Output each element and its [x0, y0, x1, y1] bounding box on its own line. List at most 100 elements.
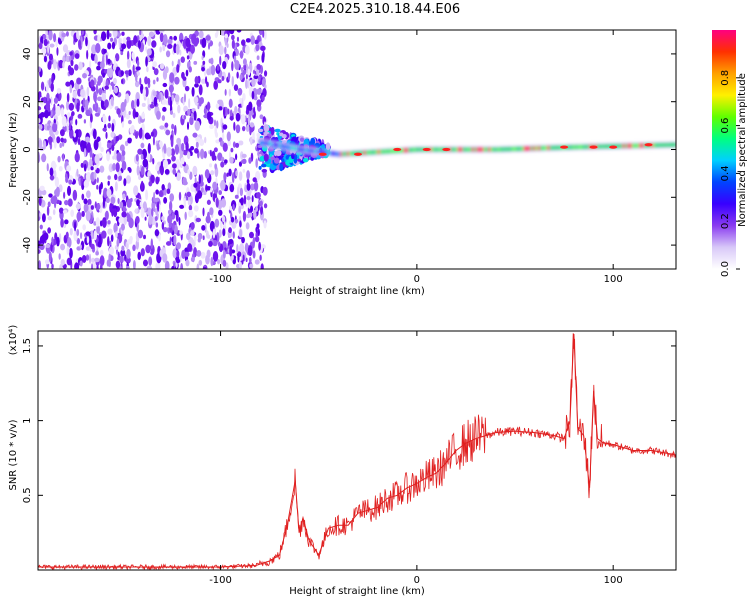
spectrogram-cell: [66, 123, 69, 133]
spectrogram-cell: [110, 131, 115, 138]
spectrogram-cell: [242, 210, 247, 222]
spectrogram-cell: [137, 40, 142, 49]
spectrogram-cell: [161, 221, 165, 230]
spectrogram-cell: [189, 171, 193, 181]
spectrogram-cell: [239, 74, 243, 81]
spectrogram-cell: [107, 180, 110, 186]
ridge-core: [269, 142, 272, 147]
spectrogram-cell: [52, 209, 56, 216]
y-tick-label: -20: [22, 189, 33, 205]
spectrogram-cell: [78, 129, 82, 139]
spectrogram-cell: [245, 222, 250, 230]
spectrogram-cell: [195, 217, 202, 223]
spectrogram-cell: [214, 163, 218, 170]
spectrogram-cell: [111, 144, 115, 152]
spectrogram-cell: [191, 33, 197, 45]
spectrogram-cell: [119, 144, 125, 152]
spectrogram-cell: [94, 201, 97, 209]
spectrogram-cell: [152, 90, 157, 97]
spectrogram-cell: [260, 263, 264, 269]
spectrogram-cell: [176, 172, 181, 181]
spectrogram-cell: [67, 185, 72, 196]
spectrogram-cell: [233, 256, 236, 262]
spectrogram-cell: [123, 178, 127, 187]
spectrogram-cell: [217, 258, 221, 265]
spectrogram-cell: [107, 58, 111, 65]
ridge-core: [632, 143, 635, 148]
ridge-peak: [560, 145, 569, 149]
spectrogram-cell: [263, 203, 268, 209]
spectrogram-cell: [124, 140, 129, 147]
colorbar-tick-label: 0.0: [720, 261, 731, 277]
spectrogram-cell: [53, 59, 57, 70]
spectrogram-cell: [59, 263, 63, 269]
spectrogram-cell: [186, 151, 191, 160]
spectrogram-cell: [256, 132, 261, 138]
ridge-core: [643, 143, 647, 148]
spectrogram-cell: [145, 56, 148, 67]
spectrogram-cell: [297, 158, 302, 162]
spectrogram-cell: [102, 72, 106, 78]
ridge-core: [438, 147, 442, 152]
spectrogram-cell: [69, 51, 73, 56]
ridge-core: [285, 145, 288, 150]
spectrogram-cell: [175, 258, 181, 264]
spectrogram-cell: [195, 136, 201, 143]
spectrogram-cell: [229, 245, 233, 257]
spectrogram-cell: [182, 76, 187, 81]
spectrogram-cell: [261, 78, 266, 86]
spectrogram-cell: [96, 65, 101, 71]
spectrogram-cell: [48, 251, 52, 263]
spectrogram-cell: [48, 30, 53, 41]
ridge-core: [547, 145, 550, 150]
spectrogram-cell: [108, 115, 111, 122]
spectrogram-cell: [189, 151, 193, 157]
spectrogram-cell: [181, 157, 185, 165]
spectrogram-cell: [116, 108, 121, 115]
spectrogram-cell: [75, 118, 78, 126]
spectrogram-cell: [236, 30, 242, 33]
spectrogram-cell: [93, 230, 98, 241]
ridge-core: [481, 147, 484, 152]
spectrogram-cell: [120, 223, 125, 231]
spectrogram-cell: [255, 206, 259, 212]
spectrogram-cell: [134, 208, 138, 214]
spectrogram-cell: [142, 259, 149, 267]
spectrogram-cell: [190, 44, 195, 54]
spectrogram-cell: [222, 259, 227, 267]
spectrogram-cell: [152, 61, 158, 68]
spectrogram-cell: [92, 262, 97, 269]
spectrogram-cell: [138, 204, 141, 210]
spectrogram-cell: [238, 243, 245, 255]
spectrogram-cell: [112, 30, 118, 38]
spectrogram-cell: [93, 30, 97, 35]
spectrogram-cell: [173, 234, 177, 246]
ridge-core: [417, 147, 420, 152]
spectrogram-cell: [239, 50, 244, 59]
spectrogram-cell: [173, 124, 177, 136]
spectrogram-cell: [92, 152, 95, 164]
ridge-core: [384, 149, 387, 154]
spectrogram-cell: [244, 79, 249, 89]
spectrogram-cell: [43, 96, 47, 104]
spectrogram-cell: [190, 222, 195, 230]
spectrogram-cell: [221, 215, 226, 223]
spectrogram-cell: [69, 84, 73, 94]
spectrogram-cell: [76, 102, 80, 113]
spectrogram-cell: [188, 98, 191, 109]
spectrogram-cell: [186, 55, 190, 60]
ridge-core: [408, 148, 411, 153]
spectrogram-cell: [245, 73, 248, 80]
spectrogram-cell: [242, 58, 247, 66]
spectrogram-cell: [212, 250, 219, 262]
spectrogram-cell: [250, 35, 256, 45]
spectrogram-cell: [52, 195, 58, 204]
spectrogram-cell: [60, 107, 64, 118]
spectrogram-cell: [259, 114, 264, 120]
ridge-core: [290, 145, 293, 150]
spectrogram-cell: [261, 168, 268, 173]
spectrogram-cell: [197, 104, 200, 110]
spectrogram-ylabel: Frequency (Hz): [8, 112, 19, 188]
spectrogram-cell: [105, 210, 109, 221]
spectrogram-cell: [45, 101, 51, 110]
